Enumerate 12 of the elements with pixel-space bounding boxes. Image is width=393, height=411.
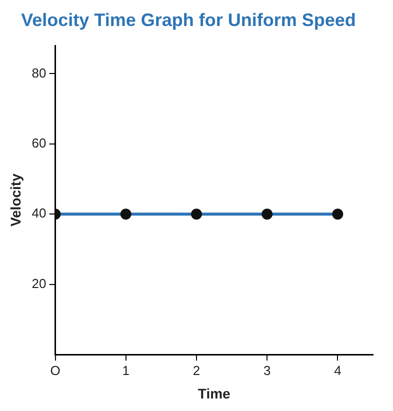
x-tick-label: 4 (334, 362, 342, 378)
y-tick-label: 60 (32, 135, 46, 150)
x-tick-label: 2 (192, 362, 200, 378)
chart-title: Velocity Time Graph for Uniform Speed (21, 10, 356, 30)
y-tick-label: 80 (32, 65, 46, 80)
x-tick-label: 1 (122, 362, 130, 378)
y-axis-title: Velocity (7, 173, 24, 227)
x-axis-title: Time (198, 385, 231, 402)
y-tick-label: 40 (32, 206, 46, 221)
y-tick-label: 20 (32, 276, 46, 291)
x-tick-label: 3 (263, 362, 271, 378)
x-tick-label: O (50, 362, 60, 378)
